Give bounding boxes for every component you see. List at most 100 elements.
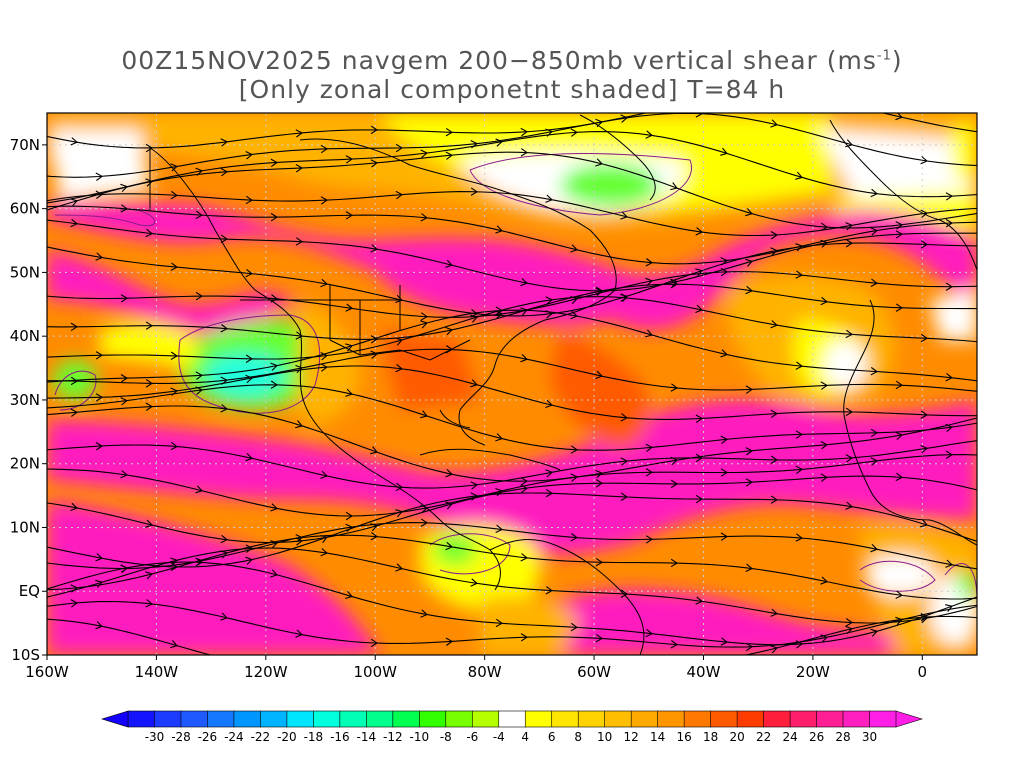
streamline-arrow — [695, 113, 704, 118]
streamline-arrow — [745, 447, 754, 456]
lon-tick-label: 100W — [354, 663, 398, 681]
streamline-arrow — [920, 156, 929, 165]
streamline-arrow — [495, 310, 504, 319]
streamline-arrow — [520, 148, 529, 157]
streamline-arrow — [495, 524, 504, 533]
streamline-arrow — [695, 453, 704, 463]
streamline-arrow — [770, 608, 779, 617]
colorbar-label: 28 — [835, 730, 850, 744]
streamline-arrow — [245, 195, 254, 205]
streamline-arrow — [320, 470, 329, 479]
streamline-arrow — [770, 119, 778, 128]
streamline-arrow — [870, 544, 878, 553]
streamline-arrow — [770, 455, 779, 464]
streamline-arrow — [920, 333, 929, 343]
streamline-arrow — [70, 502, 79, 512]
streamline-arrow — [395, 337, 403, 346]
streamline-arrow — [645, 329, 653, 338]
streamline-arrow — [320, 144, 329, 154]
streamline-arrow — [820, 576, 829, 585]
streamline-arrow — [870, 628, 878, 637]
streamline-arrow — [920, 444, 929, 454]
streamline-arrow — [70, 376, 79, 386]
streamline-arrow — [845, 222, 854, 231]
streamline-arrow — [145, 178, 154, 187]
streamline — [47, 561, 977, 646]
streamline — [47, 615, 977, 655]
streamline-arrow — [770, 495, 779, 504]
streamline-arrow — [445, 259, 453, 268]
streamline-arrow — [645, 277, 654, 287]
streamline-arrow — [420, 320, 428, 329]
streamline-arrow — [220, 324, 229, 333]
streamline-arrow — [795, 361, 804, 370]
lat-tick-label: 10S — [11, 646, 40, 664]
streamline — [47, 547, 977, 624]
streamline-arrow — [845, 618, 854, 627]
streamline-arrow — [370, 244, 379, 253]
streamline-arrow — [795, 243, 803, 252]
streamline-arrow — [245, 453, 254, 462]
streamline-arrow — [470, 314, 478, 323]
streamline-arrow — [520, 633, 529, 642]
streamline-arrow — [920, 613, 929, 622]
streamline-arrow — [870, 428, 879, 438]
streamline-arrow — [920, 410, 929, 419]
streamline-arrow — [570, 473, 579, 482]
colorbar-label: 16 — [676, 730, 691, 744]
streamline-arrow — [645, 130, 654, 139]
colorbar-high-arrow — [895, 710, 924, 728]
streamline-arrow — [370, 350, 379, 359]
lat-tick-label: EQ — [19, 582, 40, 600]
streamline-arrow — [745, 385, 754, 394]
colorbar-label: -6 — [466, 730, 478, 744]
streamline-arrow — [445, 469, 453, 478]
streamline-arrow — [746, 94, 752, 102]
streamline-arrow — [220, 234, 229, 244]
streamline-arrow — [670, 640, 679, 649]
streamline-arrow — [820, 239, 829, 248]
streamline-arrow — [520, 127, 529, 137]
lon-tick-label: 20W — [796, 663, 830, 681]
streamline-arrow — [895, 113, 903, 121]
lat-tick-label: 40N — [10, 327, 40, 345]
streamline-arrow — [895, 431, 904, 441]
colorbar-label: 14 — [650, 730, 665, 744]
streamline-arrow — [470, 379, 478, 388]
colorbar-swatch — [630, 710, 659, 728]
streamline-arrow — [321, 669, 327, 677]
streamline-arrow — [695, 414, 704, 423]
colorbar-swatch — [313, 710, 341, 728]
streamline-arrow — [295, 364, 304, 374]
streamline-arrow — [145, 321, 154, 330]
colorbar-swatch — [154, 710, 182, 728]
streamline-arrow — [420, 149, 429, 158]
streamline-arrow — [395, 363, 404, 373]
streamline-arrow — [195, 485, 203, 494]
streamline-arrow — [270, 362, 278, 371]
streamline-arrow — [95, 393, 104, 402]
streamline-arrow — [895, 303, 904, 312]
colorbar-label: -28 — [171, 730, 191, 744]
lon-tick-label: 120W — [244, 663, 288, 681]
streamline-arrow — [120, 204, 129, 213]
streamline-arrow — [370, 159, 379, 168]
colorbar-label: -14 — [356, 730, 376, 744]
streamline — [47, 492, 977, 568]
streamline-arrow — [770, 231, 779, 240]
colorbar-swatch — [657, 710, 685, 728]
streamline-arrow — [920, 209, 929, 218]
streamline-arrow — [120, 294, 129, 303]
streamline-arrow — [70, 198, 78, 207]
streamline-arrow — [120, 564, 129, 574]
colorbar-swatch — [339, 710, 367, 728]
streamline-arrow — [145, 519, 153, 528]
coastlines — [149, 114, 977, 655]
streamline-arrow — [870, 367, 879, 376]
streamline-arrow — [295, 537, 304, 546]
streamline-arrow — [120, 397, 129, 406]
streamline-arrow — [70, 218, 79, 228]
colorbar: -30 -28 -26 -24 -22 -20 -18 -16 -14 -12 -10 -8 -6 -4 4… — [100, 710, 924, 744]
streamline-arrow — [445, 501, 453, 510]
streamline-arrow — [195, 386, 204, 395]
